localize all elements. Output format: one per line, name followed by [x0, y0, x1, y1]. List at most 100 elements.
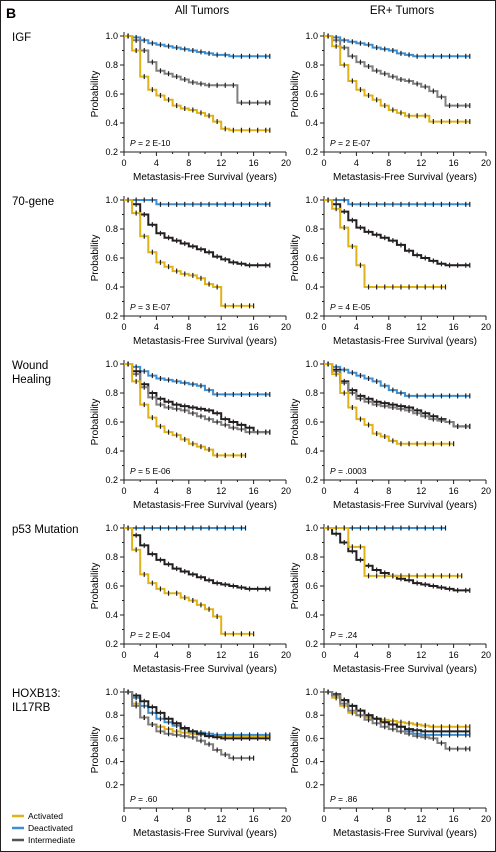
y-tick-label: 1.0	[105, 359, 118, 369]
y-tick-label: 0.6	[105, 581, 118, 591]
y-tick-label: 0.2	[305, 311, 318, 321]
km-curve-deactivated	[124, 363, 270, 396]
y-tick-label: 0.2	[105, 311, 118, 321]
y-tick-label: 0.2	[105, 639, 118, 649]
km-curve-intermediate-dark	[324, 691, 470, 733]
km-curve-intermediate	[124, 199, 270, 267]
y-tick-label: 0.2	[105, 780, 118, 790]
x-tick-label: 8	[186, 486, 191, 496]
x-tick-label: 0	[121, 486, 126, 496]
column-title-all-tumors: All Tumors	[175, 5, 230, 17]
y-tick-label: 1.0	[305, 31, 318, 41]
p-value-label: P = 4 E-05	[330, 302, 371, 312]
panel-igf-er-tumors: 1.0 0.8 0.6 0.4 0.20 4 8 12 16 20 Metastasis-Free …	[290, 31, 491, 183]
row-labels: IGF 70-gene Wound Healing p53 Mutation HOXB13…	[12, 32, 79, 714]
panel-p53-mutation-all-tumors: 1.0 0.8 0.6 0.4 0.20 4 8 12 16 20 Metastasis-Free …	[90, 523, 291, 675]
x-axis-title: Metastasis-Free Survival (years)	[133, 172, 277, 183]
y-tick-label: 0.4	[105, 118, 118, 128]
p-value-label: P = .0003	[330, 466, 367, 476]
km-curve-deactivated	[324, 35, 470, 58]
y-tick-label: 0.8	[305, 710, 318, 720]
x-axis-title: Metastasis-Free Survival (years)	[133, 828, 277, 839]
km-curve-intermediate	[124, 35, 270, 104]
x-axis-title: Metastasis-Free Survival (years)	[333, 172, 477, 183]
row-label-igf: IGF	[12, 32, 31, 44]
x-tick-label: 4	[354, 814, 359, 824]
p-value: = .86	[336, 794, 358, 804]
p-value: = 3 E-07	[136, 302, 171, 312]
x-tick-label: 4	[354, 486, 359, 496]
y-tick-label: 0.4	[105, 757, 118, 767]
x-tick-label: 0	[321, 158, 326, 168]
panel-wound-healing-er-tumors: 1.0 0.8 0.6 0.4 0.20 4 8 12 16 20 Metastasis-Free …	[290, 359, 491, 511]
x-tick-label: 20	[281, 814, 291, 824]
y-axis-title: Probability	[90, 399, 101, 446]
x-tick-label: 0	[121, 650, 126, 660]
p-value-label: P = 2 E-04	[130, 630, 171, 640]
x-tick-label: 4	[154, 486, 159, 496]
p-value-label: P = .24	[330, 630, 357, 640]
x-tick-label: 0	[121, 814, 126, 824]
km-curve-intermediate	[324, 35, 470, 107]
x-tick-label: 4	[154, 158, 159, 168]
x-tick-label: 20	[281, 650, 291, 660]
y-axis-title: Probability	[90, 235, 101, 282]
y-tick-label: 0.8	[105, 388, 118, 398]
row-label-wound-healing-line2: Healing	[12, 374, 51, 386]
p-value-label: P = 5 E-06	[130, 466, 171, 476]
y-tick-label: 0.4	[105, 282, 118, 292]
x-tick-label: 20	[481, 650, 491, 660]
y-tick-label: 0.4	[305, 757, 318, 767]
x-tick-label: 8	[186, 322, 191, 332]
legend-label-intermediate: Intermediate	[28, 835, 76, 845]
x-tick-label: 16	[449, 814, 459, 824]
x-tick-label: 4	[354, 158, 359, 168]
row-label-hoxb13-il17rb-line2: IL17RB	[12, 702, 51, 714]
y-tick-label: 1.0	[105, 523, 118, 533]
x-tick-label: 16	[249, 322, 259, 332]
x-tick-label: 16	[249, 814, 259, 824]
legend-label-deactivated: Deactivated	[28, 823, 73, 833]
x-tick-label: 4	[154, 322, 159, 332]
y-tick-label: 0.6	[305, 733, 318, 743]
x-tick-label: 8	[386, 158, 391, 168]
chart-panels: 1.00.80.60.40.20 4 8 12 16 20Metastasis-Free …	[90, 31, 491, 839]
row-label-wound-healing-line1: Wound	[12, 360, 48, 372]
row-label-p53-mutation: p53 Mutation	[12, 524, 79, 536]
y-axis-title: Probability	[90, 71, 101, 118]
y-tick-label: 0.2	[305, 475, 318, 485]
x-tick-label: 12	[416, 158, 426, 168]
legend-label-activated: Activated	[28, 811, 63, 821]
x-tick-label: 4	[354, 322, 359, 332]
p-value-label: P = 2 E-10	[130, 138, 171, 148]
panel-wound-healing-all-tumors: 1.0 0.8 0.6 0.4 0.20 4 8 12 16 20 Metastasis-Free …	[90, 359, 291, 511]
panel-igf-all-tumors: 1.0 0.8 0.6 0.4 0.20 4 8 12 16 20 Metastasis-Free …	[90, 31, 291, 183]
km-curve-activated	[124, 363, 246, 457]
x-tick-label: 12	[416, 486, 426, 496]
panel-p53-mutation-er-tumors: 1.0 0.8 0.6 0.4 0.20 4 8 12 16 20 Metastasis-Free …	[290, 523, 491, 675]
x-tick-label: 0	[121, 158, 126, 168]
legend: Activated Deactivated Intermediate	[12, 811, 76, 845]
panel-hoxb13-il17rb-all-tumors: 1.0 0.8 0.6 0.4 0.2 0 4 8 12 16 20 Metastasis-Free …	[90, 687, 291, 839]
y-tick-label: 0.4	[305, 610, 318, 620]
y-tick-label: 0.2	[105, 475, 118, 485]
y-tick-label: 0.6	[305, 253, 318, 263]
p-symbol: P	[330, 138, 336, 148]
y-tick-label: 1.0	[105, 195, 118, 205]
p-value: = 2 E-10	[136, 138, 171, 148]
km-curve-intermediate	[124, 527, 270, 590]
p-value-label: P = 2 E-07	[330, 138, 371, 148]
x-tick-label: 12	[216, 322, 226, 332]
km-curve-intermediate-light	[124, 363, 270, 434]
y-tick-label: 0.6	[305, 89, 318, 99]
panel-70-gene-er-tumors: 1.0 0.8 0.6 0.4 0.20 4 8 12 16 20 Metastasis-Free …	[290, 195, 491, 347]
p-value: = 2 E-04	[136, 630, 171, 640]
x-tick-label: 8	[386, 322, 391, 332]
x-tick-label: 20	[481, 322, 491, 332]
x-tick-label: 12	[416, 650, 426, 660]
y-tick-label: 1.0	[305, 523, 318, 533]
p-symbol: P	[130, 630, 136, 640]
x-tick-label: 12	[216, 486, 226, 496]
x-tick-label: 16	[449, 486, 459, 496]
